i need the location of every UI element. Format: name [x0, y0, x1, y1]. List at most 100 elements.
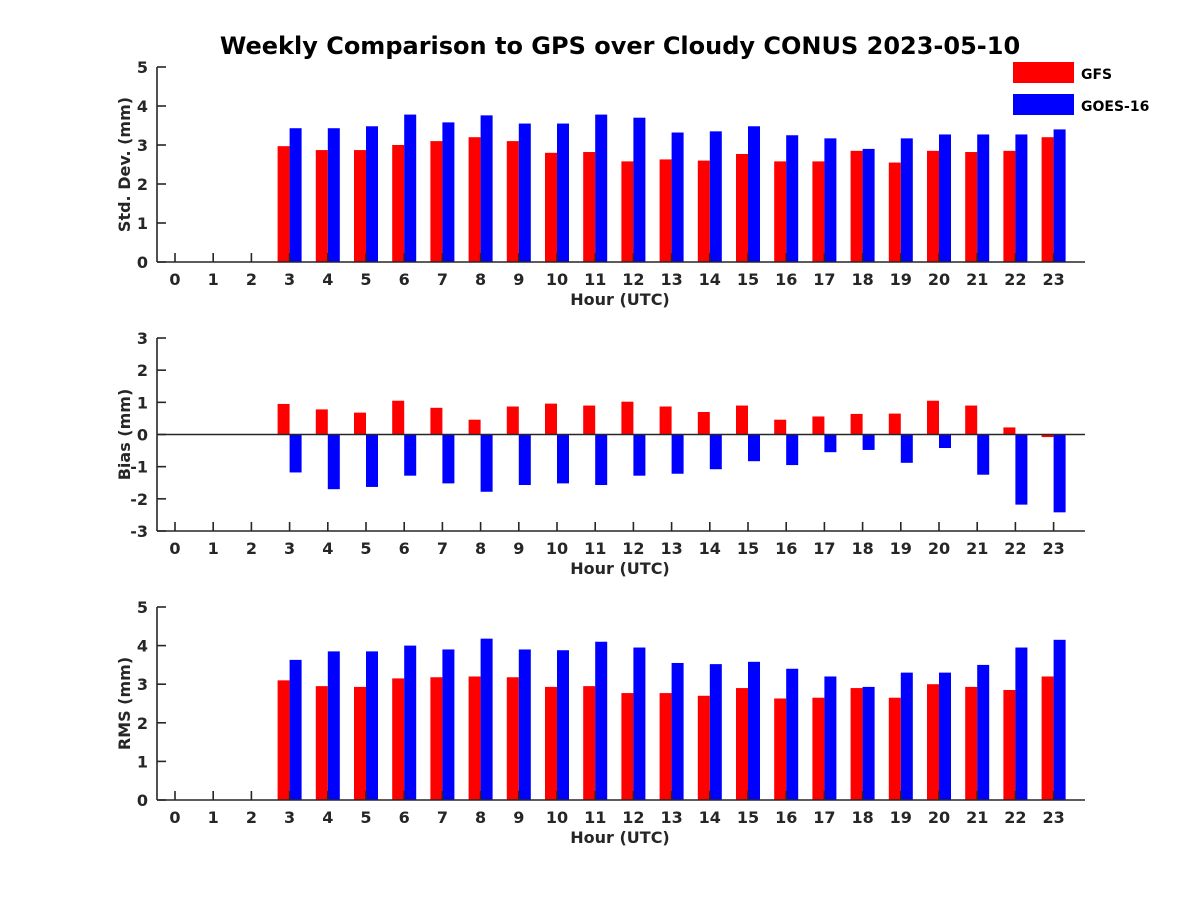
bar-rms-gfs-h17: [812, 697, 825, 800]
x-tick-label-bias: 1: [208, 539, 219, 558]
x-tick-label-rms: 19: [890, 808, 912, 827]
x-axis-label-stddev: Hour (UTC): [570, 290, 670, 309]
x-tick-label-stddev: 1: [208, 270, 219, 289]
bar-bias-goes16-h6: [404, 434, 417, 476]
bar-rms-goes16-h15: [748, 661, 760, 800]
bar-rms-goes16-h22: [1015, 647, 1028, 800]
bar-stddev-gfs-h23: [1041, 137, 1054, 262]
bar-rms-goes16-h23: [1053, 639, 1066, 800]
y-tick-label-bias: 1: [137, 393, 148, 412]
bar-rms-goes16-h8: [480, 638, 493, 800]
bar-rms-goes16-h12: [633, 647, 646, 800]
bar-rms-goes16-h4: [327, 651, 340, 800]
bar-stddev-goes16-h17: [824, 138, 837, 262]
bar-bias-goes16-h5: [366, 434, 378, 487]
x-tick-label-stddev: 7: [437, 270, 448, 289]
legend-swatch-gfs: [1013, 62, 1074, 83]
bar-rms-goes16-h14: [709, 664, 722, 800]
bar-bias-goes16-h20: [939, 434, 951, 449]
bar-bias-gfs-h5: [354, 412, 366, 435]
bar-bias-goes16-h10: [557, 434, 569, 484]
bar-bias-goes16-h7: [442, 434, 455, 484]
bar-rms-gfs-h14: [697, 695, 710, 800]
bar-bias-gfs-h3: [277, 403, 290, 435]
bar-stddev-gfs-h7: [430, 141, 443, 262]
x-tick-label-bias: 13: [660, 539, 682, 558]
bar-stddev-gfs-h22: [1003, 150, 1016, 262]
bar-stddev-goes16-h15: [748, 126, 760, 262]
bar-stddev-goes16-h7: [442, 122, 455, 262]
bar-rms-gfs-h12: [621, 693, 634, 800]
legend: GFS GOES-16: [1013, 62, 1149, 115]
x-tick-label-rms: 23: [1042, 808, 1064, 827]
x-tick-label-stddev: 3: [284, 270, 295, 289]
bar-bias-goes16-h16: [786, 434, 799, 466]
x-tick-label-stddev: 5: [360, 270, 371, 289]
bar-rms-goes16-h11: [595, 641, 608, 800]
y-tick-label-stddev: 1: [137, 214, 148, 233]
bar-bias-goes16-h11: [595, 434, 608, 486]
bar-bias-goes16-h13: [671, 434, 684, 474]
y-tick-label-rms: 1: [137, 752, 148, 771]
x-tick-label-bias: 18: [851, 539, 873, 558]
legend-label-goes16: GOES-16: [1081, 99, 1149, 115]
bar-rms-gfs-h5: [354, 686, 366, 800]
bar-rms-goes16-h7: [442, 649, 455, 800]
x-tick-label-bias: 11: [584, 539, 606, 558]
bar-rms-gfs-h10: [545, 686, 557, 800]
bar-rms-goes16-h5: [366, 651, 378, 800]
x-tick-label-stddev: 23: [1042, 270, 1064, 289]
bar-bias-goes16-h3: [289, 434, 302, 473]
x-tick-label-stddev: 12: [622, 270, 644, 289]
bar-bias-gfs-h15: [736, 405, 748, 435]
x-axis-label-bias: Hour (UTC): [570, 559, 670, 578]
x-tick-label-bias: 17: [813, 539, 835, 558]
bar-stddev-goes16-h3: [289, 128, 302, 262]
bar-rms-gfs-h8: [468, 676, 481, 800]
bar-stddev-gfs-h8: [468, 137, 481, 262]
y-axis-label-stddev: Std. Dev. (mm): [115, 97, 134, 232]
x-tick-label-stddev: 21: [966, 270, 988, 289]
y-tick-label-stddev: 4: [137, 97, 148, 116]
x-tick-label-stddev: 14: [699, 270, 721, 289]
bar-bias-gfs-h22: [1003, 427, 1016, 435]
y-tick-label-bias: -3: [130, 522, 148, 541]
bar-stddev-gfs-h16: [774, 161, 787, 262]
bar-bias-gfs-h6: [392, 400, 405, 435]
x-tick-label-rms: 22: [1004, 808, 1026, 827]
bar-bias-goes16-h19: [900, 434, 913, 463]
bar-bias-gfs-h11: [583, 405, 596, 435]
y-tick-label-stddev: 2: [137, 175, 148, 194]
bar-bias-gfs-h12: [621, 401, 634, 435]
bar-stddev-goes16-h4: [327, 128, 340, 262]
bar-bias-gfs-h17: [812, 416, 825, 435]
bar-bias-gfs-h19: [888, 413, 901, 435]
x-tick-label-bias: 2: [246, 539, 257, 558]
bar-stddev-gfs-h4: [315, 150, 328, 262]
bar-rms-goes16-h21: [977, 664, 990, 800]
y-tick-label-bias: 0: [137, 426, 148, 445]
x-tick-label-rms: 0: [169, 808, 180, 827]
y-tick-label-bias: -2: [130, 490, 148, 509]
bar-rms-goes16-h18: [862, 686, 875, 800]
x-tick-label-rms: 18: [851, 808, 873, 827]
x-tick-label-stddev: 4: [322, 270, 333, 289]
bar-stddev-gfs-h9: [506, 141, 519, 262]
bar-rms-gfs-h3: [277, 680, 290, 800]
bar-rms-goes16-h16: [786, 668, 799, 800]
bar-stddev-gfs-h6: [392, 145, 405, 262]
bar-rms-gfs-h4: [315, 686, 328, 800]
x-tick-label-rms: 20: [928, 808, 950, 827]
chart-title: Weekly Comparison to GPS over Cloudy CON…: [220, 32, 1020, 60]
x-tick-label-rms: 6: [399, 808, 410, 827]
x-tick-label-rms: 14: [699, 808, 721, 827]
y-tick-label-bias: 3: [137, 329, 148, 348]
x-tick-label-rms: 15: [737, 808, 759, 827]
bar-bias-goes16-h4: [327, 434, 340, 490]
bar-stddev-goes16-h9: [518, 123, 531, 262]
legend-label-gfs: GFS: [1081, 67, 1112, 83]
bar-bias-goes16-h15: [748, 434, 760, 462]
